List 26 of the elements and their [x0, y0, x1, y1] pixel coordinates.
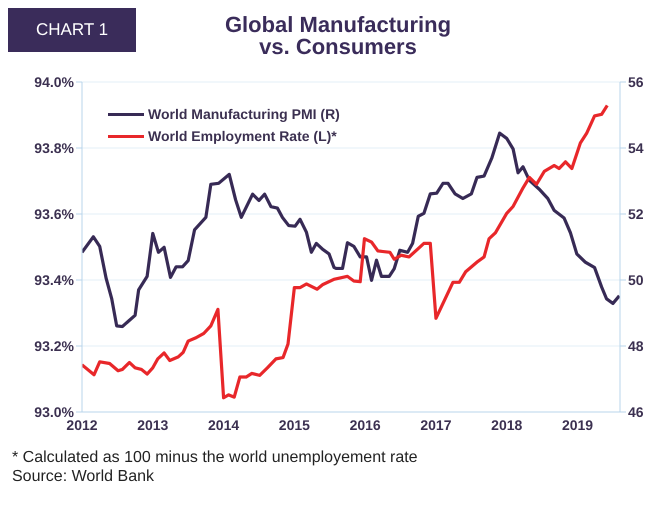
- y-tick-label: 93.2%: [34, 338, 75, 354]
- x-tick-label: 2013: [137, 416, 169, 433]
- y2-tick-label: 48: [628, 338, 644, 354]
- line-series: [82, 132, 620, 328]
- y-tick-label: 93.6%: [34, 206, 75, 222]
- legend-label: World Manufacturing PMI (R): [148, 106, 340, 122]
- x-tick-label: 2016: [350, 416, 381, 433]
- x-tick-label: 2019: [562, 416, 594, 433]
- chart-title: Global Manufacturing vs. Consumers: [224, 12, 452, 59]
- source-note: Source: World Bank: [12, 468, 154, 485]
- x-tick-label: 2014: [208, 416, 240, 433]
- y2-tick-label: 46: [628, 404, 644, 420]
- y2-tick-label: 54: [628, 140, 644, 156]
- y2-tick-label: 50: [628, 272, 644, 288]
- x-tick-label: 2017: [420, 416, 452, 433]
- text: * Calculated as 100 minus the world unemployement rate: [12, 449, 418, 466]
- line-series: [82, 104, 609, 400]
- y2-tick-label: 52: [628, 206, 644, 222]
- x-tick-label: 2015: [278, 416, 310, 433]
- x-tick-label: 2018: [491, 416, 523, 433]
- caption: CHART 1: [36, 20, 108, 39]
- y-tick-label: 93.4%: [34, 272, 75, 288]
- y2-tick-label: 56: [628, 74, 644, 90]
- y-tick-label: 94.0%: [34, 74, 75, 90]
- y-tick-label: 93.8%: [34, 140, 75, 156]
- legend-label: World Employment Rate (L)*: [148, 128, 337, 144]
